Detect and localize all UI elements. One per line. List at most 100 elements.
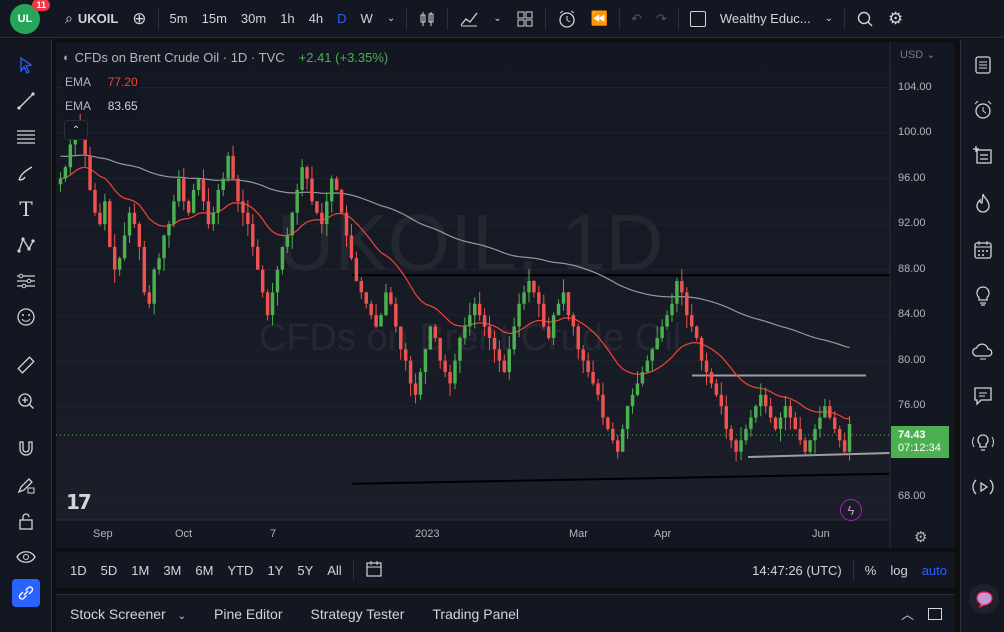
pencil-lock-icon[interactable] bbox=[12, 471, 40, 499]
pattern-icon[interactable] bbox=[12, 231, 40, 259]
widget-toolbar bbox=[960, 39, 1004, 632]
interval-label: 5m bbox=[169, 11, 188, 26]
brush-icon[interactable] bbox=[12, 159, 40, 187]
collapse-legend-button[interactable]: ⌃ bbox=[64, 120, 88, 140]
interval-W[interactable]: W bbox=[354, 0, 380, 38]
alarm-clock-icon[interactable] bbox=[969, 96, 997, 124]
ema-legend-1[interactable]: EMA 77.20 bbox=[62, 74, 141, 90]
auto-toggle[interactable]: auto bbox=[921, 562, 947, 578]
link-icon[interactable] bbox=[12, 579, 40, 607]
ideas-stream-icon[interactable] bbox=[969, 428, 997, 456]
calendar-icon[interactable] bbox=[969, 236, 997, 264]
price-tick: 92.00 bbox=[898, 217, 926, 230]
alert-button[interactable] bbox=[550, 0, 584, 38]
magnet-icon[interactable] bbox=[12, 435, 40, 463]
collapse-panel-icon[interactable]: ︿ bbox=[900, 607, 914, 622]
ruler-icon[interactable] bbox=[12, 351, 40, 379]
chart-title[interactable]: CFDs on Brent Crude Oil · 1D · TVC bbox=[74, 50, 285, 65]
tab-pine-editor[interactable]: Pine Editor bbox=[214, 605, 283, 622]
chevron-down-icon: ⌄ bbox=[824, 13, 834, 24]
last-price-tag: 74.43 07:12:34 bbox=[891, 426, 949, 458]
lightning-icon[interactable]: ϟ bbox=[840, 499, 862, 521]
scale-settings-icon[interactable]: ⚙ bbox=[914, 529, 928, 546]
range-5y[interactable]: 5Y bbox=[297, 562, 314, 578]
range-1y[interactable]: 1Y bbox=[267, 562, 284, 578]
redo-button[interactable]: ↷ bbox=[649, 0, 674, 38]
interval-dropdown[interactable]: ⌄ bbox=[380, 0, 402, 38]
eye-off-icon[interactable]: ◖ bbox=[62, 51, 69, 64]
range-all[interactable]: All bbox=[327, 562, 342, 578]
tradingview-logo[interactable]: 17 bbox=[66, 490, 92, 514]
interval-D[interactable]: D bbox=[330, 0, 353, 38]
fire-icon[interactable] bbox=[969, 189, 997, 217]
price-change: +2.41 (+3.35%) bbox=[298, 50, 389, 65]
text-tool-icon[interactable]: T bbox=[19, 197, 33, 221]
layout-dropdown[interactable]: ⌄ bbox=[818, 0, 840, 38]
price-tick: 104.00 bbox=[898, 80, 932, 93]
range-1d[interactable]: 1D bbox=[70, 562, 87, 578]
cursor-icon[interactable] bbox=[12, 51, 40, 79]
range-ytd[interactable]: YTD bbox=[227, 562, 254, 578]
compare-symbol-button[interactable]: ⊕ bbox=[125, 0, 153, 38]
interval-30m[interactable]: 30m bbox=[234, 0, 273, 38]
symbol-search-button[interactable]: ⌕ UKOIL bbox=[58, 0, 125, 38]
interval-label: D bbox=[337, 11, 347, 26]
interval-15m[interactable]: 15m bbox=[195, 0, 234, 38]
range-6m[interactable]: 6M bbox=[195, 562, 214, 578]
clock-time[interactable]: 14:47:26 (UTC) bbox=[752, 562, 842, 578]
price-tick: 88.00 bbox=[898, 262, 926, 275]
chevron-down-icon: ⌄ bbox=[493, 13, 502, 24]
forecast-icon[interactable] bbox=[12, 267, 40, 295]
range-5d[interactable]: 5D bbox=[100, 562, 118, 578]
smiley-icon[interactable] bbox=[12, 303, 40, 331]
cloud-chat-icon[interactable] bbox=[969, 337, 997, 365]
ema-label: EMA bbox=[65, 99, 91, 113]
indicators-button[interactable] bbox=[452, 0, 486, 38]
templates-button[interactable] bbox=[509, 0, 541, 38]
maximize-panel-icon[interactable] bbox=[928, 607, 942, 620]
indicators-dropdown[interactable]: ⌄ bbox=[486, 0, 508, 38]
trend-line-icon[interactable] bbox=[12, 87, 40, 115]
chevron-down-icon: ⌄ bbox=[386, 13, 396, 24]
ema-legend-2[interactable]: EMA 83.65 bbox=[62, 98, 141, 114]
divider bbox=[352, 559, 354, 581]
interval-1h[interactable]: 1h bbox=[273, 0, 301, 38]
eye-icon[interactable] bbox=[12, 543, 40, 571]
broadcast-icon[interactable] bbox=[969, 473, 997, 501]
tab-trading-panel[interactable]: Trading Panel bbox=[432, 605, 520, 622]
quick-search-button[interactable] bbox=[849, 0, 881, 38]
range-3m[interactable]: 3M bbox=[163, 562, 182, 578]
replay-button[interactable]: ⏪ bbox=[584, 0, 615, 38]
chart-pane[interactable] bbox=[56, 42, 954, 548]
percent-toggle[interactable]: % bbox=[864, 562, 877, 578]
ema-value: 83.65 bbox=[107, 99, 138, 113]
layout-button[interactable]: Wealthy Educ... bbox=[683, 0, 818, 38]
interval-4h[interactable]: 4h bbox=[302, 0, 330, 38]
goto-date-button[interactable] bbox=[358, 560, 392, 581]
zoom-icon[interactable] bbox=[12, 387, 40, 415]
chat-icon[interactable] bbox=[969, 382, 997, 410]
gear-icon: ⚙ bbox=[888, 8, 904, 28]
interval-5m[interactable]: 5m bbox=[163, 0, 195, 38]
undo-button[interactable]: ↶ bbox=[624, 0, 649, 38]
lightbulb-icon[interactable] bbox=[969, 282, 997, 310]
log-toggle[interactable]: log bbox=[890, 562, 908, 578]
square-icon bbox=[689, 10, 706, 27]
currency-selector[interactable]: USD ⌄ bbox=[900, 48, 936, 61]
add-list-icon[interactable] bbox=[969, 141, 997, 169]
tab-strategy-tester[interactable]: Strategy Tester bbox=[310, 605, 405, 622]
chart-legend: ◖ CFDs on Brent Crude Oil · 1D · TVC +2.… bbox=[62, 50, 388, 65]
settings-button[interactable]: ⚙ bbox=[881, 0, 910, 38]
avatar[interactable]: UL 11 bbox=[10, 0, 50, 34]
range-1m[interactable]: 1M bbox=[131, 562, 150, 578]
price-tick: 68.00 bbox=[898, 490, 926, 503]
lock-icon[interactable] bbox=[12, 507, 40, 535]
horizontal-lines-icon[interactable] bbox=[12, 123, 40, 151]
watchlist-icon[interactable] bbox=[969, 51, 997, 79]
price-tick: 84.00 bbox=[898, 308, 926, 321]
chart-type-button[interactable] bbox=[411, 0, 443, 38]
tab-stock-screener[interactable]: Stock Screener ⌄ bbox=[56, 606, 200, 622]
date-tick: Oct bbox=[175, 528, 193, 540]
price-tick: 80.00 bbox=[898, 353, 926, 366]
help-brain-icon[interactable] bbox=[969, 584, 999, 614]
